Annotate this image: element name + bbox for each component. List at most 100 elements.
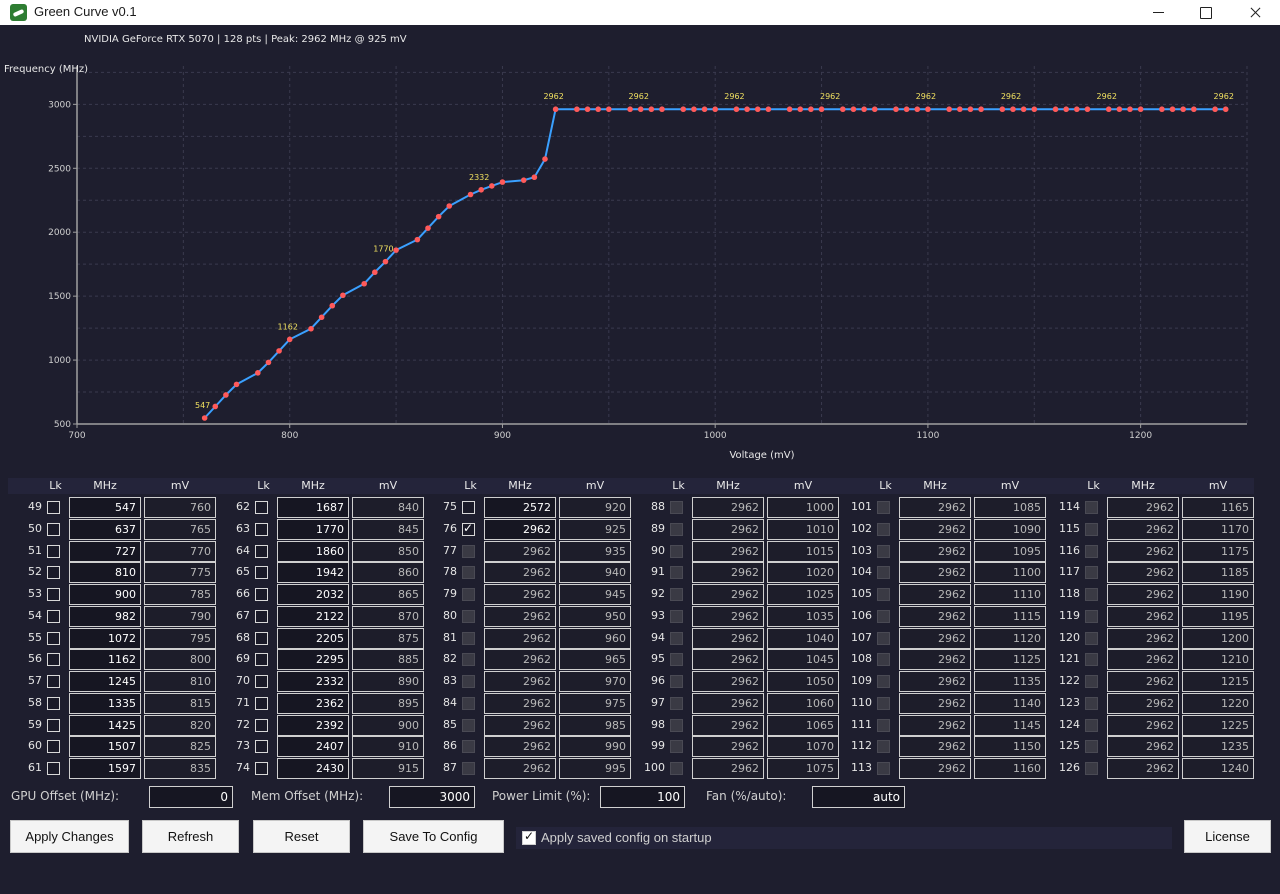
curve-point[interactable]	[659, 106, 665, 113]
lock-checkbox[interactable]	[47, 740, 60, 754]
curve-point[interactable]	[871, 106, 878, 113]
curve-point[interactable]	[1212, 106, 1218, 113]
lock-checkbox[interactable]	[670, 740, 683, 754]
mhz-input[interactable]: 2962	[1107, 671, 1179, 692]
mhz-input[interactable]: 2962	[484, 758, 556, 779]
lock-checkbox[interactable]	[877, 762, 890, 775]
mhz-input[interactable]: 1072	[69, 627, 141, 649]
lock-checkbox[interactable]	[47, 653, 60, 667]
curve-point[interactable]	[435, 213, 442, 220]
curve-point[interactable]	[414, 236, 421, 243]
lock-checkbox[interactable]	[462, 588, 475, 601]
curve-point[interactable]	[595, 106, 601, 113]
lock-checkbox[interactable]	[462, 740, 475, 754]
curve-point[interactable]	[765, 106, 772, 113]
curve-point[interactable]	[754, 106, 761, 113]
curve-point[interactable]	[680, 106, 687, 113]
mhz-input[interactable]: 2962	[692, 692, 764, 714]
curve-point[interactable]	[255, 370, 261, 376]
mhz-input[interactable]: 2962	[484, 671, 556, 692]
mhz-input[interactable]: 2572	[484, 497, 556, 518]
curve-point[interactable]	[893, 106, 899, 113]
lock-checkbox[interactable]	[47, 522, 60, 536]
lock-checkbox[interactable]	[877, 609, 890, 623]
lock-checkbox[interactable]	[47, 501, 60, 514]
curve-point[interactable]	[606, 106, 612, 113]
mhz-input[interactable]: 2962	[899, 736, 971, 758]
curve-point[interactable]	[223, 392, 229, 398]
curve-point[interactable]	[1222, 106, 1229, 113]
curve-point[interactable]	[797, 106, 804, 113]
curve-point[interactable]	[265, 359, 272, 366]
lock-checkbox[interactable]	[47, 544, 60, 558]
curve-point[interactable]	[840, 106, 846, 113]
mhz-input[interactable]: 1335	[69, 692, 141, 714]
lock-checkbox[interactable]	[1085, 740, 1098, 754]
mhz-input[interactable]: 2962	[484, 584, 556, 605]
mhz-input[interactable]: 2962	[1107, 605, 1179, 627]
mhz-input[interactable]: 2962	[1107, 584, 1179, 605]
mhz-input[interactable]: 2962	[484, 540, 556, 562]
fan-input[interactable]: auto	[812, 786, 905, 808]
mhz-input[interactable]: 982	[69, 605, 141, 627]
mhz-input[interactable]: 2962	[899, 627, 971, 649]
mhz-input[interactable]: 2962	[899, 584, 971, 605]
mhz-input[interactable]: 1687	[277, 497, 349, 518]
lock-checkbox[interactable]	[462, 762, 475, 775]
curve-point[interactable]	[861, 106, 867, 113]
mhz-input[interactable]: 2962	[484, 714, 556, 736]
mhz-input[interactable]: 1245	[69, 671, 141, 692]
curve-point[interactable]	[1020, 106, 1027, 113]
lock-checkbox[interactable]	[462, 501, 475, 514]
curve-point[interactable]	[308, 325, 314, 332]
lock-checkbox[interactable]	[47, 631, 60, 645]
curve-point[interactable]	[914, 106, 921, 113]
curve-point[interactable]	[999, 106, 1006, 113]
lock-checkbox[interactable]	[47, 762, 60, 775]
apply-changes-button[interactable]: Apply Changes	[10, 820, 129, 853]
mhz-input[interactable]: 1942	[277, 562, 349, 584]
curve-point[interactable]	[1105, 106, 1112, 113]
curve-point[interactable]	[1052, 106, 1059, 113]
lock-checkbox[interactable]	[255, 566, 268, 580]
curve-point[interactable]	[329, 302, 336, 309]
lock-checkbox[interactable]	[670, 762, 683, 775]
mhz-input[interactable]: 2032	[277, 584, 349, 605]
mhz-input[interactable]: 1162	[69, 649, 141, 671]
mhz-input[interactable]: 2962	[692, 736, 764, 758]
curve-point[interactable]	[531, 174, 538, 181]
curve-point[interactable]	[1010, 106, 1016, 113]
curve-point[interactable]	[372, 269, 378, 276]
mhz-input[interactable]: 2962	[692, 714, 764, 736]
mhz-input[interactable]: 2392	[277, 714, 349, 736]
mhz-input[interactable]: 2962	[1107, 562, 1179, 584]
lock-checkbox[interactable]	[1085, 631, 1098, 645]
curve-point[interactable]	[818, 106, 825, 113]
curve-point[interactable]	[648, 106, 655, 113]
curve-point[interactable]	[627, 106, 633, 113]
lock-checkbox[interactable]	[462, 696, 475, 710]
mhz-input[interactable]: 2962	[692, 540, 764, 562]
mhz-input[interactable]: 2122	[277, 605, 349, 627]
close-button[interactable]	[1232, 0, 1278, 25]
lock-checkbox[interactable]	[47, 718, 60, 732]
lock-checkbox[interactable]	[462, 675, 475, 688]
license-button[interactable]: License	[1184, 820, 1271, 853]
lock-checkbox[interactable]	[670, 566, 683, 580]
curve-point[interactable]	[478, 186, 484, 193]
curve-point[interactable]	[318, 314, 325, 321]
reset-button[interactable]: Reset	[253, 820, 350, 853]
curve-point[interactable]	[808, 106, 814, 113]
save-to-config-button[interactable]: Save To Config	[363, 820, 504, 853]
mhz-input[interactable]: 2962	[1107, 714, 1179, 736]
lock-checkbox[interactable]	[255, 762, 268, 775]
curve-point[interactable]	[542, 156, 548, 162]
mhz-input[interactable]: 2962	[692, 671, 764, 692]
curve-point[interactable]	[925, 106, 931, 113]
curve-point[interactable]	[233, 381, 240, 388]
lock-checkbox[interactable]	[255, 609, 268, 623]
lock-checkbox[interactable]	[670, 522, 683, 536]
lock-checkbox[interactable]	[255, 718, 268, 732]
lock-checkbox[interactable]	[877, 501, 890, 514]
lock-checkbox[interactable]	[877, 740, 890, 754]
